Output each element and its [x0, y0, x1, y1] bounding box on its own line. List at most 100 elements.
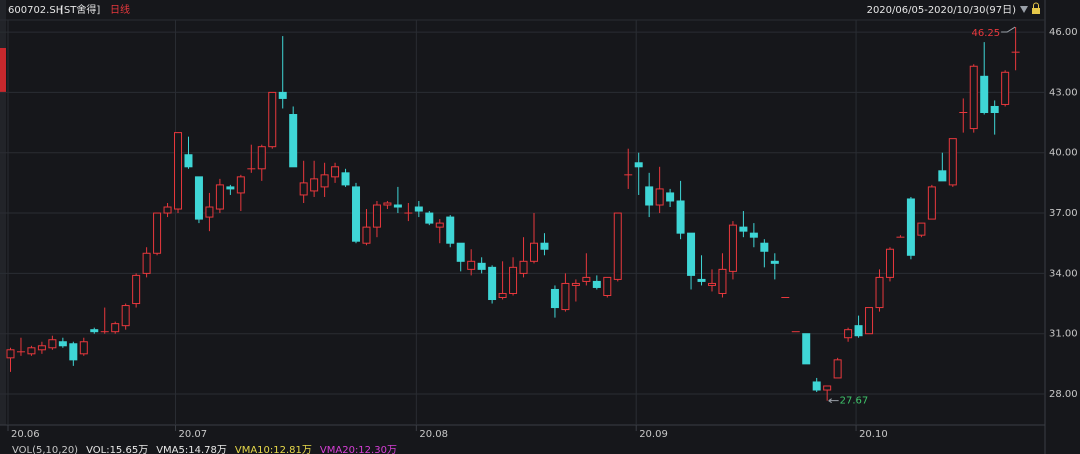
max-pointer: [1001, 26, 1016, 33]
x-tick-label: 20.06: [11, 429, 40, 440]
candle-body: [69, 343, 78, 361]
candle-body: [299, 182, 308, 196]
candle-body: [362, 226, 371, 244]
candle-body: [236, 176, 245, 194]
candle-body: [383, 202, 392, 206]
candle-body: [488, 266, 497, 301]
candle-body: [938, 170, 947, 182]
candle-body: [435, 222, 444, 228]
max-label: 46.25: [971, 28, 1000, 39]
min-pointer: [828, 398, 839, 404]
candle-body: [1001, 71, 1010, 105]
candle-body: [687, 232, 696, 276]
candle-body: [174, 132, 183, 210]
candle-body: [37, 345, 46, 351]
volume-legend-item: VOL:15.65万: [86, 445, 148, 454]
candle-body: [226, 186, 235, 190]
candle-body: [613, 212, 622, 280]
candle-body: [48, 339, 57, 349]
candle-body: [257, 146, 266, 170]
candle-body: [79, 341, 88, 355]
candle-body: [467, 260, 476, 270]
candle-body: [205, 206, 214, 218]
candle-body: [111, 323, 120, 333]
candle-body: [917, 222, 926, 236]
candle-body: [132, 274, 141, 305]
candle-body: [215, 184, 224, 210]
candle-body: [27, 347, 36, 355]
candle-body: [833, 359, 842, 379]
candle-body: [802, 333, 811, 365]
candle-body: [163, 206, 172, 214]
candle-body: [927, 186, 936, 220]
candle-body: [393, 204, 402, 208]
side-tab: [0, 48, 6, 92]
side-strip: [0, 0, 6, 425]
candle-body: [749, 232, 758, 238]
candle-body: [530, 242, 538, 262]
candle-body: [320, 174, 329, 188]
y-tick-label: 46.00: [1049, 27, 1078, 38]
candle-body: [352, 186, 361, 242]
candle-body: [948, 138, 957, 186]
candle-body: [634, 162, 643, 168]
candle-body: [582, 276, 591, 282]
candle-body: [854, 325, 863, 337]
y-tick-label: 28.00: [1049, 389, 1078, 400]
candle-body: [728, 224, 737, 272]
candle-body: [372, 204, 381, 228]
candle-body: [550, 288, 559, 309]
candle-body: [477, 262, 486, 270]
y-tick-label: 40.00: [1049, 148, 1078, 159]
candle-body: [268, 91, 277, 148]
candle-body: [823, 385, 832, 391]
candle-body: [6, 349, 15, 359]
candle-body: [990, 105, 999, 114]
x-tick-label: 20.07: [179, 429, 208, 440]
candle-body: [844, 329, 853, 339]
volume-legend-item: VMA10:12.81万: [235, 445, 312, 454]
candle-body: [885, 248, 894, 278]
candle-body: [676, 200, 685, 234]
volume-legend-item: VMA5:14.78万: [156, 445, 227, 454]
candle-body: [153, 212, 162, 254]
candle-body: [456, 242, 465, 262]
lock-icon[interactable]: [1032, 8, 1040, 14]
candle-body: [142, 252, 151, 274]
period: 日线: [110, 3, 130, 16]
y-tick-label: 37.00: [1049, 208, 1078, 219]
candle-body: [289, 114, 298, 168]
symbol: 600702.SH: [8, 5, 63, 16]
dropdown-icon[interactable]: [1020, 6, 1028, 13]
candle-body: [707, 282, 716, 286]
candle-body: [310, 178, 319, 192]
candle-body: [655, 188, 664, 206]
candle-body: [58, 341, 67, 347]
candle-body: [718, 268, 727, 294]
candle-body: [446, 216, 455, 244]
candle-body: [90, 329, 99, 333]
candle-body: [906, 198, 915, 256]
candle-body: [561, 282, 570, 311]
candle-body: [969, 65, 978, 130]
candle-body: [980, 75, 989, 114]
candle-body: [425, 212, 434, 224]
candle-body: [770, 260, 779, 264]
candle-body: [509, 266, 518, 294]
candle-body: [498, 292, 507, 299]
y-tick-label: 31.00: [1049, 329, 1078, 340]
date-range: 2020/06/05-2020/10/30(97日): [867, 5, 1017, 16]
candle-body: [184, 154, 193, 168]
candle-body: [194, 176, 203, 220]
candle-body: [341, 172, 350, 186]
candle-body: [519, 260, 528, 274]
candle-body: [414, 206, 423, 212]
x-tick-label: 20.08: [419, 429, 448, 440]
candle-body: [571, 282, 580, 286]
candle-body: [331, 166, 340, 178]
candle-body: [278, 91, 287, 99]
candle-body: [121, 305, 130, 327]
candle-body: [760, 242, 769, 252]
